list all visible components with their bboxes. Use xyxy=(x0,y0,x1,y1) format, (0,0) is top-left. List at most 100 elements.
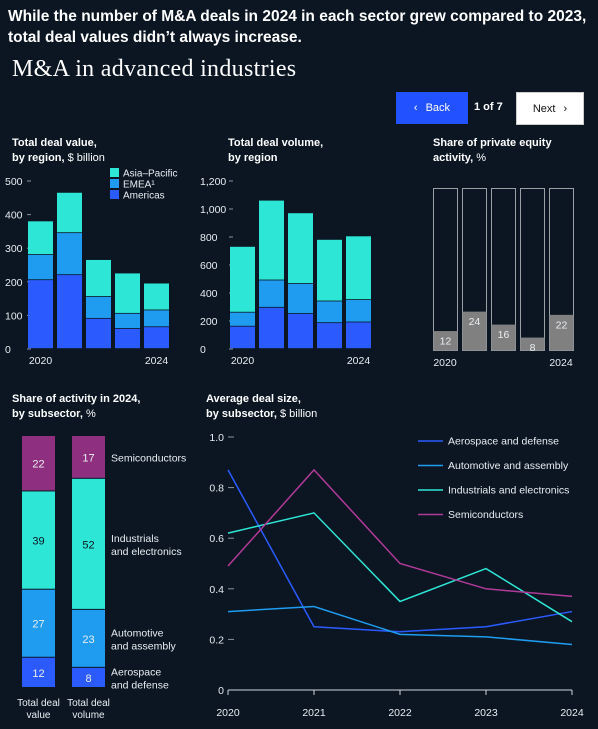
pe-bar-fill-2023 xyxy=(520,337,545,351)
deal_volume-bar-americas-2024 xyxy=(346,322,371,349)
size-ytick-label: 0 xyxy=(218,685,224,697)
back-button[interactable]: ‹ Back xyxy=(396,92,468,124)
legend-swatch-0 xyxy=(110,168,119,177)
deal_value-ytick-label: 300 xyxy=(5,243,23,255)
deal_volume-bar-asia-pacific-2024 xyxy=(346,236,371,300)
size-xtick-label: 2020 xyxy=(216,707,240,719)
deal_volume-bar-emea-2023 xyxy=(317,301,342,323)
panel-title-volume-line2: by region xyxy=(228,152,278,164)
deal_volume-ytick-label: 200 xyxy=(200,316,218,328)
deal_value-bar-emea-2021 xyxy=(57,233,82,275)
share-bar-value-label: 27 xyxy=(32,619,44,631)
deal_volume-bar-asia-pacific-2021 xyxy=(259,200,284,280)
deal_value-bar-emea-2023 xyxy=(115,313,140,329)
deal_value-ytick-label: 200 xyxy=(5,277,23,289)
panel-title-share-line2: by subsector, xyxy=(12,408,83,420)
deal_volume-ytick-label: 1,200 xyxy=(200,176,226,188)
legend-label: Americas xyxy=(123,191,165,202)
share-bar-value-label: 22 xyxy=(32,459,44,471)
size-legend-label: Semiconductors xyxy=(448,509,523,521)
panel-title-pe-line1: Share of private equity xyxy=(433,137,552,149)
panel-title-volume: Total deal volume, by region xyxy=(228,136,323,166)
pe-bar-value-label: 12 xyxy=(440,336,452,348)
deal_value-ytick-label: 400 xyxy=(5,210,23,222)
share-xtick-label: volume xyxy=(72,710,105,721)
share-bar-value-label: 8 xyxy=(85,673,91,685)
panel-title-value-unit: $ billion xyxy=(64,152,105,164)
size-ytick-label: 0.2 xyxy=(209,634,224,646)
size-line-industrials-and-electronics xyxy=(227,512,573,623)
deal_value-bar-asia-pacific-2021 xyxy=(57,192,82,233)
deal_volume-bar-emea-2020 xyxy=(230,312,255,326)
pe-xtick-label: 2020 xyxy=(433,357,457,369)
deal_value-xtick-label: 2020 xyxy=(29,355,53,367)
share-bar-semiconductors-1 xyxy=(72,436,105,478)
share-bar-value-label: 52 xyxy=(82,539,94,551)
deal_volume-bar-americas-2020 xyxy=(230,326,255,349)
legend-swatch-1 xyxy=(110,179,119,188)
pe-bar-outline-2020 xyxy=(433,188,458,351)
size-xtick-label: 2021 xyxy=(302,707,326,719)
pe-xtick-label: 2024 xyxy=(549,357,573,369)
deal_value-bar-americas-2024 xyxy=(144,327,169,349)
panel-title-share: Share of activity in 2024, by subsector,… xyxy=(12,392,140,422)
share-segment-label: Aerospace xyxy=(111,666,161,678)
share-xtick-label: Total deal xyxy=(67,698,110,709)
deal_volume-ytick-label: 1,000 xyxy=(200,204,226,216)
share-segment-label: and electronics xyxy=(111,546,182,558)
pe-bar-fill-2021 xyxy=(462,311,487,351)
deal_volume-bar-emea-2022 xyxy=(288,283,313,314)
deal_volume-bar-asia-pacific-2020 xyxy=(230,246,255,312)
share-segment-label: Industrials xyxy=(111,533,159,545)
deal_volume-bar-emea-2021 xyxy=(259,280,284,307)
legend-swatch-2 xyxy=(110,190,119,199)
page-indicator: 1 of 7 xyxy=(474,101,503,113)
deal_value-bar-asia-pacific-2022 xyxy=(86,259,111,297)
share-bar-automotive-and-assembly-0 xyxy=(22,589,55,657)
panel-title-value-line1: Total deal value, xyxy=(12,137,97,149)
deal_volume-ytick-label: 400 xyxy=(200,288,218,300)
deal_volume-ytick-label: 800 xyxy=(200,232,218,244)
size-legend-label: Aerospace and defense xyxy=(448,436,559,448)
size-legend-label: Automotive and assembly xyxy=(448,460,569,472)
size-ytick-label: 0.8 xyxy=(209,483,224,495)
deal_value-bar-americas-2020 xyxy=(28,280,53,349)
chevron-left-icon: ‹ xyxy=(413,102,418,114)
deal_volume-xtick-label: 2024 xyxy=(347,355,371,367)
pe-bar-value-label: 16 xyxy=(498,329,510,341)
panel-title-volume-line1: Total deal volume, xyxy=(228,137,324,149)
share-bar-semiconductors-0 xyxy=(22,436,55,491)
share-bar-automotive-and-assembly-1 xyxy=(72,609,105,667)
deal_value-ytick-label: 0 xyxy=(5,344,11,356)
size-ytick-label: 0.6 xyxy=(209,533,224,545)
deal_value-ytick-label: 500 xyxy=(5,176,23,188)
size-ytick-label: 1.0 xyxy=(209,432,224,444)
panel-title-share-unit: % xyxy=(82,408,96,420)
chevron-right-icon: › xyxy=(563,102,568,115)
deal_value-bar-emea-2022 xyxy=(86,296,111,318)
share-segment-label: and defense xyxy=(111,679,169,691)
pe-bar-fill-2024 xyxy=(549,314,574,351)
panel-title-size-unit: $ billion xyxy=(276,408,318,420)
deal_value-bar-asia-pacific-2020 xyxy=(28,221,53,255)
panel-title-pe-unit: % xyxy=(473,152,486,164)
share-bar-value-label: 39 xyxy=(32,536,44,548)
deal_value-bar-asia-pacific-2024 xyxy=(144,283,169,310)
back-button-label: Back xyxy=(425,102,451,114)
deal_value-bar-emea-2024 xyxy=(144,310,169,327)
deal_value-bar-emea-2020 xyxy=(28,254,53,280)
panel-title-size-line2: by subsector, xyxy=(206,408,277,420)
share-bar-aerospace-and-defense-1 xyxy=(72,667,105,687)
page-title: M&A in advanced industries xyxy=(12,56,297,82)
pe-bar-value-label: 8 xyxy=(530,342,536,354)
legend-label: Asia–Pacific xyxy=(123,169,177,180)
next-button[interactable]: Next › xyxy=(516,92,584,125)
share-bar-value-label: 17 xyxy=(82,452,94,464)
pe-bar-value-label: 22 xyxy=(556,319,568,331)
size-line-semiconductors xyxy=(227,468,573,598)
deal_volume-bar-emea-2024 xyxy=(346,300,371,322)
share-segment-label: Automotive xyxy=(111,627,164,639)
deal_volume-bar-asia-pacific-2023 xyxy=(317,239,342,301)
size-xtick-label: 2024 xyxy=(560,707,584,719)
